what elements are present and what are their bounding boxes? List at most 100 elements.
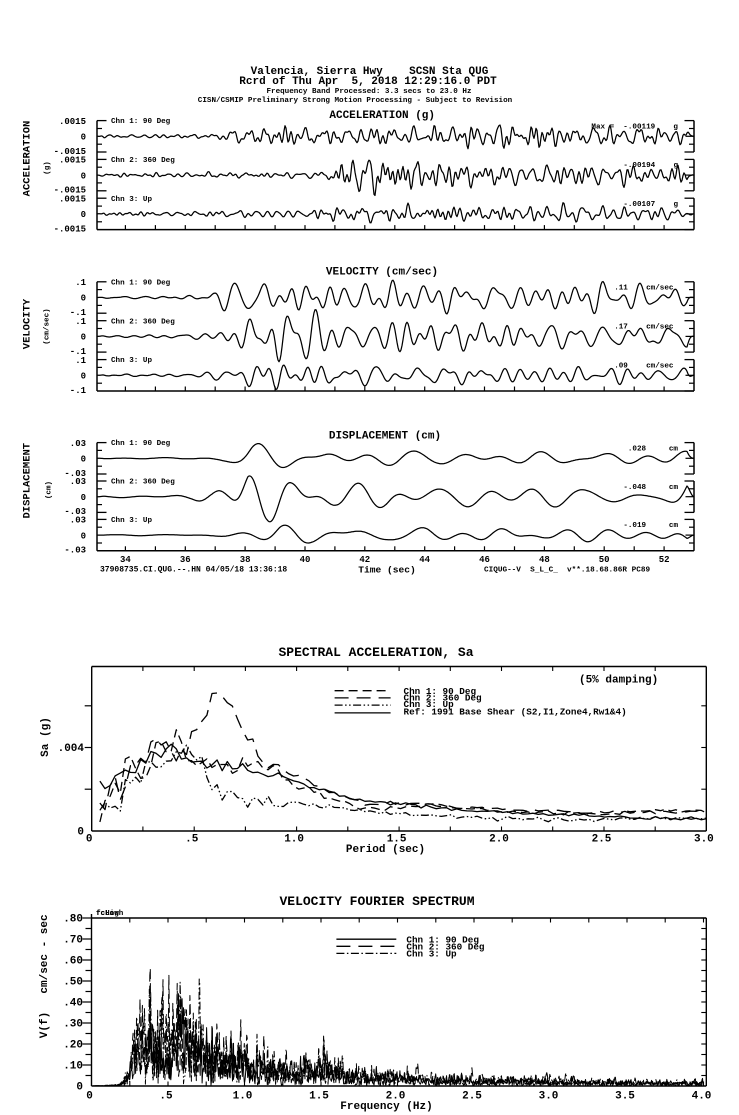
svg-text:.03: .03: [70, 439, 86, 449]
svg-text:0: 0: [81, 133, 86, 143]
svg-text:4.0: 4.0: [692, 1091, 712, 1103]
svg-text:1.5: 1.5: [387, 834, 407, 846]
svg-text:VELOCITY FOURIER SPECTRUM: VELOCITY FOURIER SPECTRUM: [279, 894, 474, 909]
svg-text:Sa (g): Sa (g): [40, 717, 52, 757]
svg-text:Chn 2: 360 Deg: Chn 2: 360 Deg: [111, 157, 175, 165]
svg-text:-.1: -.1: [70, 347, 87, 357]
svg-text:Chn 1: 90 Deg: Chn 1: 90 Deg: [406, 935, 479, 946]
svg-text:1.0: 1.0: [284, 834, 304, 846]
svg-text:38: 38: [240, 555, 251, 565]
svg-text:2.5: 2.5: [462, 1091, 482, 1103]
svg-text:Chn 1: 90 Deg: Chn 1: 90 Deg: [111, 118, 171, 126]
svg-text:.03: .03: [70, 477, 86, 487]
svg-text:46: 46: [479, 555, 490, 565]
svg-text:2.0: 2.0: [489, 834, 509, 846]
svg-text:34: 34: [120, 555, 131, 565]
svg-text:Frequency (Hz): Frequency (Hz): [340, 1101, 432, 1113]
svg-text:3.0: 3.0: [694, 834, 714, 846]
svg-text:-.03: -.03: [64, 546, 86, 556]
svg-text:Chn 1: 90 Deg: Chn 1: 90 Deg: [404, 686, 477, 697]
svg-text:.60: .60: [63, 956, 83, 968]
svg-text:42: 42: [359, 555, 370, 565]
svg-text:.0015: .0015: [59, 117, 86, 127]
svg-text:DISPLACEMENT (cm): DISPLACEMENT (cm): [329, 431, 441, 443]
svg-text:Time (sec): Time (sec): [358, 565, 416, 576]
svg-text:2.0: 2.0: [386, 1091, 406, 1103]
svg-text:.5: .5: [185, 834, 199, 846]
svg-text:.50: .50: [63, 977, 83, 989]
svg-text:V(f): V(f): [39, 1012, 51, 1038]
svg-text:36: 36: [180, 555, 191, 565]
svg-text:0: 0: [81, 171, 86, 181]
svg-text:Max = -.00119 g: Max = -.00119 g: [591, 123, 678, 131]
svg-text:(5% damping): (5% damping): [579, 675, 658, 687]
svg-text:3.5: 3.5: [615, 1091, 635, 1103]
svg-text:-.019 cm: -.019 cm: [623, 522, 678, 530]
svg-text:.80: .80: [63, 914, 83, 926]
svg-text:ACCELERATION (g): ACCELERATION (g): [329, 110, 435, 122]
svg-text:0: 0: [81, 531, 86, 541]
svg-text:ACCELERATION: ACCELERATION: [22, 121, 34, 197]
svg-text:cm/sec - sec: cm/sec - sec: [39, 914, 51, 993]
svg-text:0: 0: [81, 493, 86, 503]
svg-text:.5: .5: [159, 1091, 173, 1103]
svg-text:Chn 1: 90 Deg: Chn 1: 90 Deg: [111, 440, 171, 448]
svg-text:1.0: 1.0: [233, 1091, 253, 1103]
svg-text:Ref: 1991 Base Shear (S2,I1,Zo: Ref: 1991 Base Shear (S2,I1,Zone4,Rw1&4): [404, 707, 627, 718]
svg-text:Chn 3: Up: Chn 3: Up: [111, 517, 152, 525]
svg-text:.1: .1: [75, 317, 86, 327]
svg-text:Chn 1: 90 Deg: Chn 1: 90 Deg: [111, 279, 171, 287]
svg-text:.004: .004: [58, 743, 85, 755]
svg-text:-.1: -.1: [70, 386, 87, 396]
svg-text:0: 0: [81, 372, 86, 382]
svg-text:-.0015: -.0015: [54, 147, 86, 157]
svg-text:.1: .1: [75, 356, 86, 366]
svg-text:-.00107 g: -.00107 g: [623, 201, 678, 209]
svg-text:.0015: .0015: [59, 156, 86, 166]
svg-text:.30: .30: [63, 1019, 83, 1031]
svg-text:(cm): (cm): [45, 481, 53, 499]
svg-text:0: 0: [86, 1091, 93, 1103]
svg-text:-.0015: -.0015: [54, 224, 86, 234]
svg-text:0: 0: [86, 834, 93, 846]
svg-text:-.00194 g: -.00194 g: [623, 162, 678, 170]
svg-text:DISPLACEMENT: DISPLACEMENT: [22, 443, 34, 519]
svg-text:0: 0: [77, 827, 84, 839]
svg-text:-.0015: -.0015: [54, 186, 86, 196]
svg-text:-.1: -.1: [70, 308, 87, 318]
svg-text:.10: .10: [63, 1061, 83, 1073]
svg-text:0: 0: [81, 210, 86, 220]
svg-text:0: 0: [81, 333, 86, 343]
svg-text:0: 0: [81, 294, 86, 304]
svg-text:48: 48: [539, 555, 550, 565]
svg-text:.11 cm/sec: .11 cm/sec: [614, 285, 678, 293]
svg-text:0: 0: [81, 455, 86, 465]
svg-text:fcHigh: fcHigh: [96, 910, 124, 918]
svg-text:Chn 2: 360 Deg: Chn 2: 360 Deg: [406, 942, 485, 953]
svg-text:Chn 2: 360 Deg: Chn 2: 360 Deg: [404, 693, 483, 704]
svg-text:VELOCITY: VELOCITY: [22, 298, 34, 349]
svg-text:CIQUG--V S_L_C_ v**.18.68.86: CIQUG--V S_L_C_ v**.18.68.86R PC89: [484, 567, 650, 575]
svg-text:SPECTRAL ACCELERATION, Sa: SPECTRAL ACCELERATION, Sa: [278, 645, 473, 660]
svg-text:-.03: -.03: [64, 469, 86, 479]
svg-text:.40: .40: [63, 998, 83, 1010]
svg-text:-.03: -.03: [64, 507, 86, 517]
svg-text:Chn 3: Up: Chn 3: Up: [111, 196, 152, 204]
svg-text:Valencia, Sierra Hwy SCSN S: Valencia, Sierra Hwy SCSN Sta QUG: [251, 66, 489, 78]
svg-text:(cm/sec): (cm/sec): [44, 308, 52, 344]
svg-text:.0015: .0015: [59, 194, 86, 204]
svg-text:VELOCITY (cm/sec): VELOCITY (cm/sec): [326, 267, 438, 279]
svg-text:.028 cm: .028 cm: [628, 445, 679, 453]
svg-text:Chn 3: Up: Chn 3: Up: [111, 357, 152, 365]
svg-text:0: 0: [76, 1082, 83, 1094]
svg-text:44: 44: [419, 555, 430, 565]
svg-text:52: 52: [659, 555, 670, 565]
svg-text:(g): (g): [44, 161, 52, 175]
svg-text:3.0: 3.0: [539, 1091, 559, 1103]
svg-text:.17 cm/sec: .17 cm/sec: [614, 324, 678, 332]
svg-text:fcLow: fcLow: [96, 910, 119, 918]
svg-text:.03: .03: [70, 516, 86, 526]
svg-text:37908735.CI.QUG.--.HN 04/05/18: 37908735.CI.QUG.--.HN 04/05/18 13:36:18: [100, 566, 287, 575]
svg-text:Chn 2: 360 Deg: Chn 2: 360 Deg: [111, 479, 175, 487]
svg-text:40: 40: [300, 555, 311, 565]
